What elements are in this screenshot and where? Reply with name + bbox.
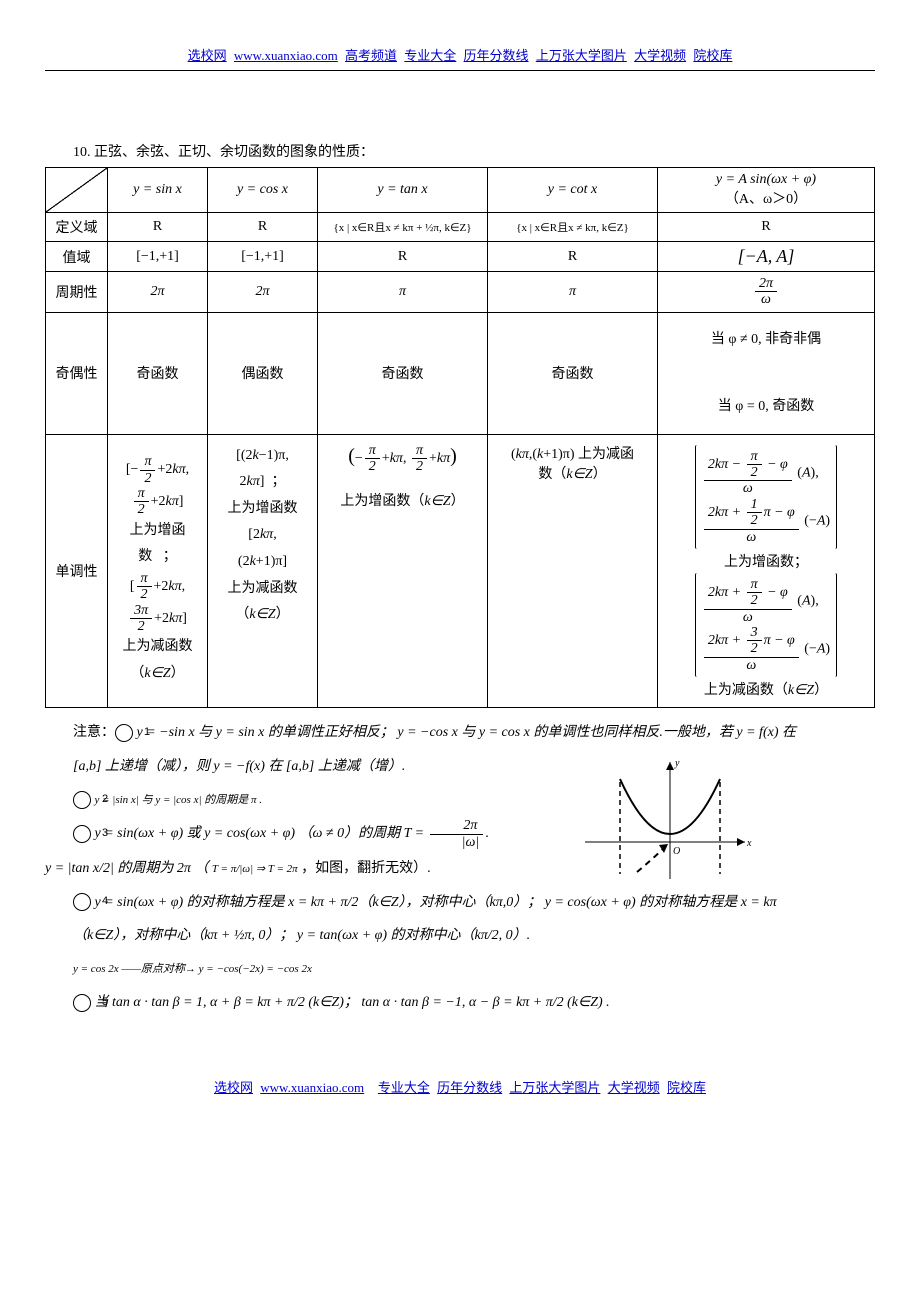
flink-site[interactable]: 选校网 [214, 1080, 253, 1095]
domain-cot: {x | x∈R且x ≠ kπ, k∈Z} [488, 213, 658, 242]
domain-cos: R [208, 213, 318, 242]
link-5[interactable]: 院校库 [693, 48, 732, 63]
properties-table: y = sin x y = cos x y = tan x y = cot x … [45, 167, 875, 708]
range-cot: R [488, 242, 658, 272]
mono-label: 单调性 [46, 434, 108, 708]
link-url[interactable]: www.xuanxiao.com [234, 48, 338, 63]
range-label: 值域 [46, 242, 108, 272]
domain-label: 定义域 [46, 213, 108, 242]
domain-sin: R [108, 213, 208, 242]
section-title: 10. 正弦、余弦、正切、余切函数的图象的性质： [45, 141, 875, 161]
col-asin: y = A sin(ωx + φ) （A、ω＞0） [658, 168, 875, 213]
fold-graph: x y O [575, 754, 755, 884]
flink-1[interactable]: 历年分数线 [437, 1080, 502, 1095]
parity-cos: 偶函数 [208, 312, 318, 434]
mono-asin: 2kπ − π2 − φω (A), 2kπ + 12π − φω (−A) 上… [658, 434, 875, 708]
row-range: 值域 [−1,+1] [−1,+1] R R [−A, A] [46, 242, 875, 272]
note-4c: y = cos 2x ——原点对称→ y = −cos(−2x) = −cos … [45, 954, 875, 983]
range-sin: [−1,+1] [108, 242, 208, 272]
note-4: 4 y = sin(ωx + φ) 的对称轴方程是 x = kπ + π/2（k… [45, 888, 875, 917]
mono-sin: [−π2+2kπ, π2+2kπ] 上为增函数 ； [π2+2kπ, 3π2+2… [108, 434, 208, 708]
flink-3[interactable]: 大学视频 [608, 1080, 660, 1095]
link-2[interactable]: 历年分数线 [464, 48, 529, 63]
svg-text:x: x [746, 838, 752, 849]
link-site[interactable]: 选校网 [188, 48, 227, 63]
link-0[interactable]: 高考频道 [345, 48, 397, 63]
range-asin: [−A, A] [658, 242, 875, 272]
col-tan: y = tan x [318, 168, 488, 213]
notes-block: x y O 注意：1 y = −sin x 与 y = sin x 的单调性正好… [45, 718, 875, 1017]
svg-text:O: O [673, 846, 680, 857]
row-parity: 奇偶性 奇函数 偶函数 奇函数 奇函数 当 φ ≠ 0, 非奇非偶 当 φ = … [46, 312, 875, 434]
flink-0[interactable]: 专业大全 [378, 1080, 430, 1095]
flink-4[interactable]: 院校库 [667, 1080, 706, 1095]
period-label: 周期性 [46, 272, 108, 313]
header-nav: 选校网 www.xuanxiao.com 高考频道 专业大全 历年分数线 上万张… [45, 45, 875, 71]
note-1a: 注意：1 y = −sin x 与 y = sin x 的单调性正好相反； y … [45, 718, 875, 747]
link-1[interactable]: 专业大全 [404, 48, 456, 63]
period-sin: 2π [108, 272, 208, 313]
link-3[interactable]: 上万张大学图片 [536, 48, 627, 63]
row-period: 周期性 2π 2π π π 2πω [46, 272, 875, 313]
range-cos: [−1,+1] [208, 242, 318, 272]
domain-asin: R [658, 213, 875, 242]
flink-url[interactable]: www.xuanxiao.com [260, 1080, 364, 1095]
domain-tan: {x | x∈R且x ≠ kπ + ½π, k∈Z} [318, 213, 488, 242]
parity-tan: 奇函数 [318, 312, 488, 434]
mono-cos: [(2k−1)π,2kπ] ； 上为增函数 [2kπ,(2k+1)π] 上为减函… [208, 434, 318, 708]
flink-2[interactable]: 上万张大学图片 [509, 1080, 600, 1095]
period-tan: π [318, 272, 488, 313]
row-domain: 定义域 R R {x | x∈R且x ≠ kπ + ½π, k∈Z} {x | … [46, 213, 875, 242]
link-4[interactable]: 大学视频 [634, 48, 686, 63]
period-cos: 2π [208, 272, 318, 313]
parity-sin: 奇函数 [108, 312, 208, 434]
parity-label: 奇偶性 [46, 312, 108, 434]
diag-cell [46, 168, 108, 213]
footer-nav: 选校网 www.xuanxiao.com 专业大全 历年分数线 上万张大学图片 … [45, 1077, 875, 1102]
mono-cot: (kπ,(k+1)π) 上为减函数（k∈Z） [488, 434, 658, 708]
parity-cot: 奇函数 [488, 312, 658, 434]
note-5: 5 当 tan α · tan β = 1, α + β = kπ + π/2 … [45, 988, 875, 1017]
period-cot: π [488, 272, 658, 313]
mono-tan: (−π2+kπ, π2+kπ) 上为增函数（k∈Z） [318, 434, 488, 708]
period-asin: 2πω [658, 272, 875, 313]
svg-text:y: y [674, 758, 680, 769]
col-sin: y = sin x [108, 168, 208, 213]
note-4b: （k∈Z），对称中心（kπ + ½π, 0）； y = tan(ωx + φ) … [45, 921, 875, 950]
col-cot: y = cot x [488, 168, 658, 213]
parity-asin: 当 φ ≠ 0, 非奇非偶 当 φ = 0, 奇函数 [658, 312, 875, 434]
table-header-row: y = sin x y = cos x y = tan x y = cot x … [46, 168, 875, 213]
row-mono: 单调性 [−π2+2kπ, π2+2kπ] 上为增函数 ； [π2+2kπ, 3… [46, 434, 875, 708]
range-tan: R [318, 242, 488, 272]
col-cos: y = cos x [208, 168, 318, 213]
